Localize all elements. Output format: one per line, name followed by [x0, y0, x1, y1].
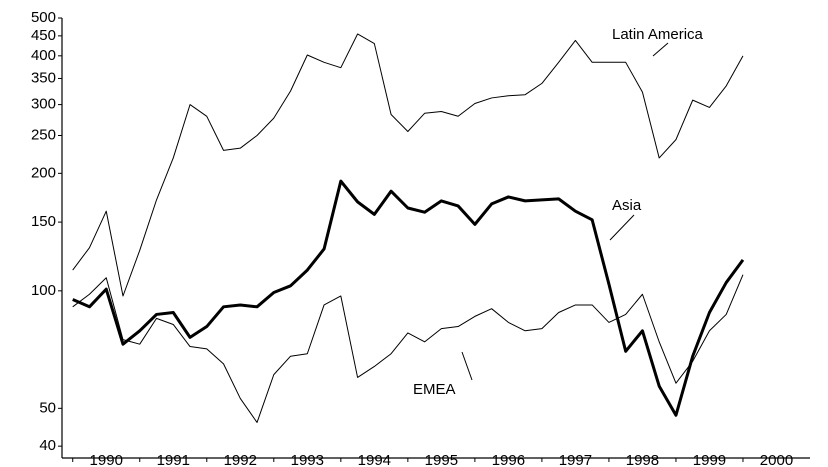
y-tick-label: 150	[31, 213, 56, 230]
series-line	[72, 274, 744, 423]
annotation-leader	[652, 42, 669, 57]
series-line	[72, 33, 744, 297]
x-tick-label: 1992	[224, 452, 257, 467]
y-tick-label: 500	[31, 9, 56, 26]
x-tick-label: 1997	[559, 452, 592, 467]
y-tick-label: 400	[31, 47, 56, 64]
x-tick-label: 2000	[760, 452, 793, 467]
y-tick-label: 50	[39, 399, 56, 416]
x-tick-label: 1998	[626, 452, 659, 467]
x-tick-label: 1995	[425, 452, 458, 467]
series-annotation: EMEA	[413, 381, 456, 398]
y-tick-label: 100	[31, 282, 56, 299]
series-annotation: Asia	[612, 197, 642, 214]
x-tick-label: 1996	[492, 452, 525, 467]
y-tick-label: 200	[31, 164, 56, 181]
y-tick-label: 250	[31, 126, 56, 143]
x-tick-label: 1991	[157, 452, 190, 467]
x-tick-label: 1993	[291, 452, 324, 467]
x-tick-label: 1999	[693, 452, 726, 467]
x-tick-label: 1990	[90, 452, 123, 467]
annotation-leader	[461, 351, 473, 381]
y-tick-label: 450	[31, 27, 56, 44]
y-tick-label: 40	[39, 437, 56, 454]
series-annotation: Latin America	[612, 26, 704, 43]
annotation-leader	[609, 214, 635, 241]
y-tick-label: 350	[31, 69, 56, 86]
series-line	[72, 179, 745, 417]
x-tick-label: 1994	[358, 452, 391, 467]
y-tick-label: 300	[31, 96, 56, 113]
